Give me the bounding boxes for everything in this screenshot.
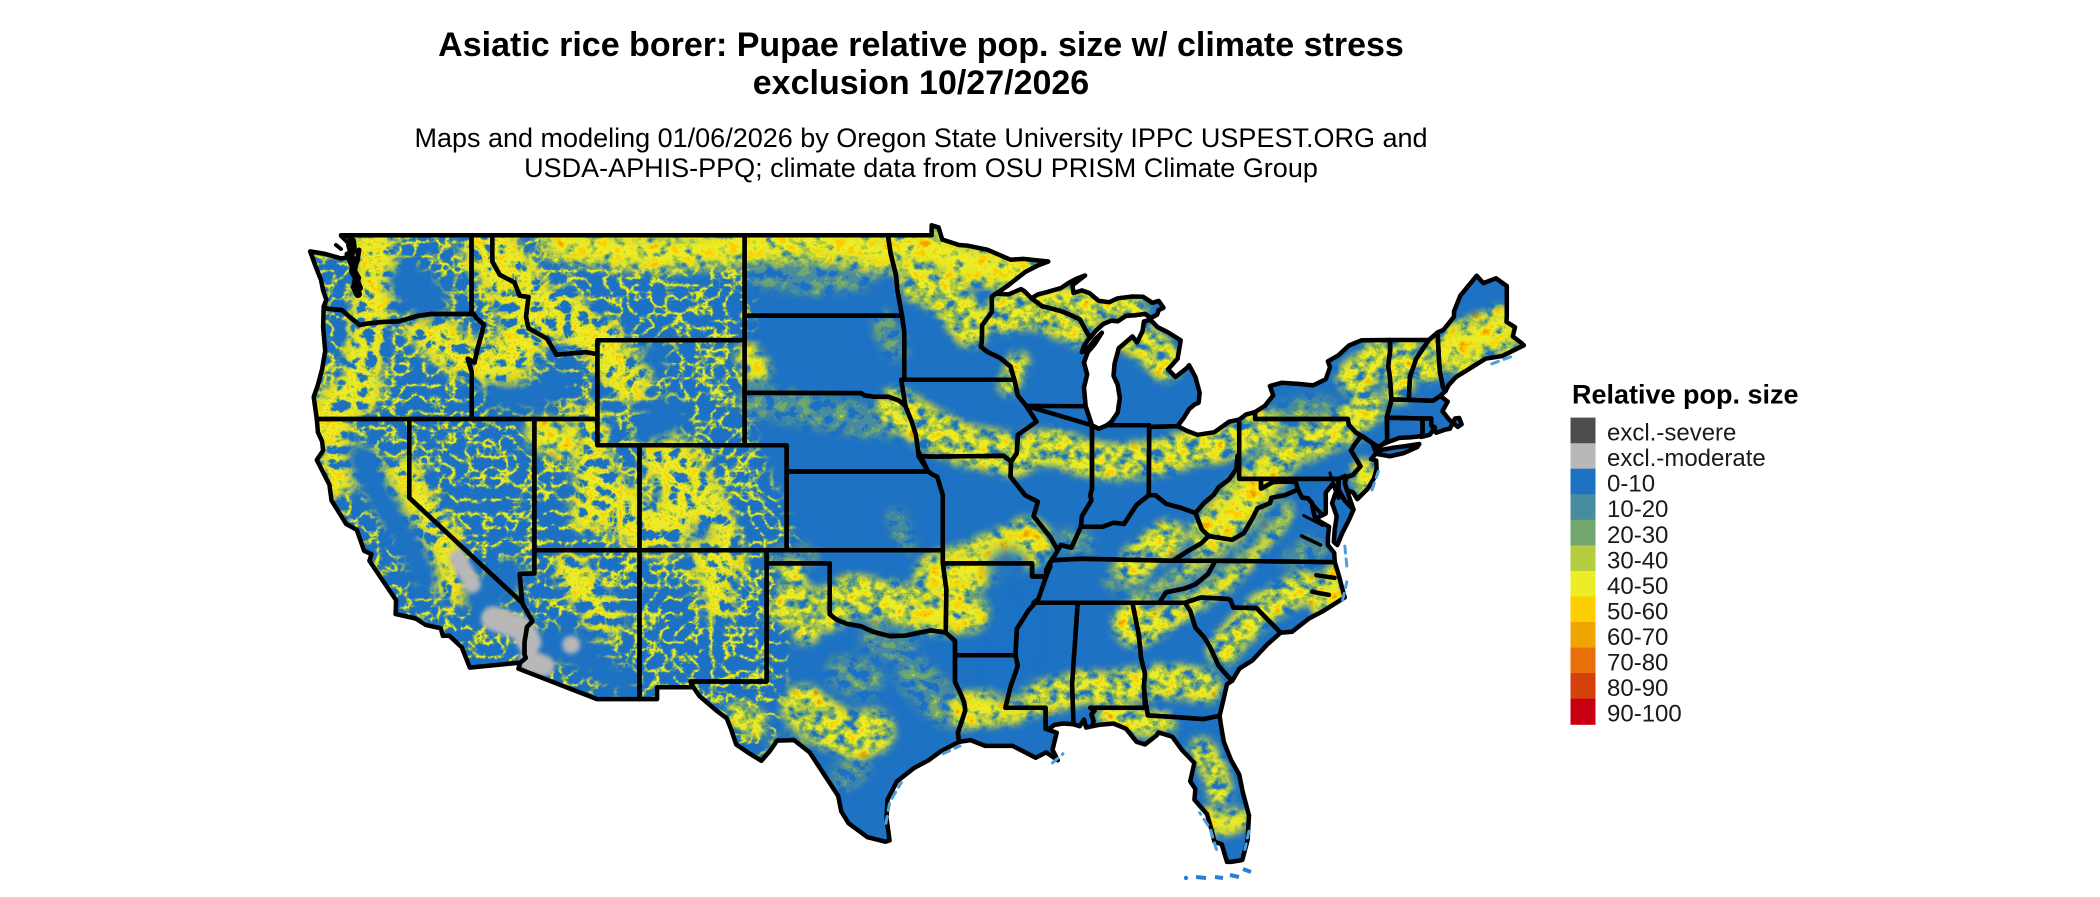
svg-text:70-80: 70-80: [1607, 650, 1668, 677]
svg-text:0-10: 0-10: [1607, 471, 1655, 498]
svg-text:80-90: 80-90: [1607, 675, 1668, 702]
svg-text:60-70: 60-70: [1607, 624, 1668, 651]
svg-text:excl.-severe: excl.-severe: [1607, 420, 1736, 447]
svg-text:30-40: 30-40: [1607, 547, 1668, 574]
svg-text:50-60: 50-60: [1607, 598, 1668, 625]
svg-text:Relative pop. size: Relative pop. size: [1572, 380, 1799, 410]
svg-text:90-100: 90-100: [1607, 701, 1682, 728]
svg-text:10-20: 10-20: [1607, 496, 1668, 523]
svg-text:20-30: 20-30: [1607, 522, 1668, 549]
svg-text:excl.-moderate: excl.-moderate: [1607, 445, 1766, 472]
svg-text:40-50: 40-50: [1607, 573, 1668, 600]
